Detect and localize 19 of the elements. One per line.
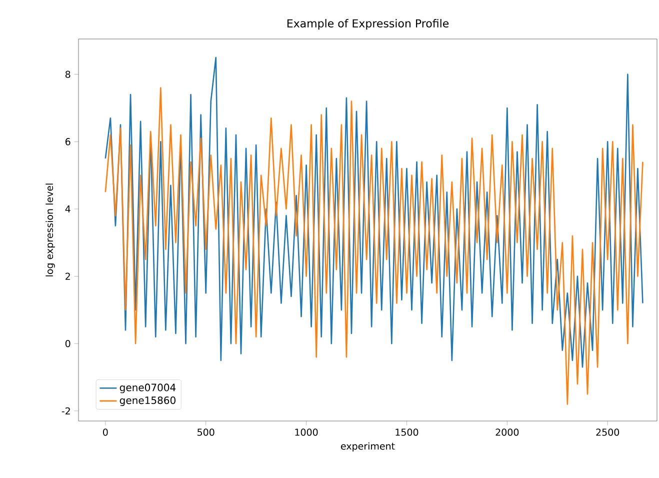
x-tick-label: 0	[103, 428, 108, 436]
x-tick-label: 2500	[596, 428, 620, 436]
x-tick-label: 1000	[295, 428, 318, 436]
x-tick-label: 2000	[496, 428, 519, 436]
y-tick-label: 4	[65, 206, 70, 212]
y-tick-label: 6	[65, 138, 70, 146]
chart-title: Example of Expression Profile	[287, 19, 449, 30]
x-tick-label: 500	[198, 428, 214, 436]
x-axis-title: experiment	[341, 442, 395, 452]
x-tick-label: 1500	[396, 428, 418, 436]
y-axis-title: log expression level	[46, 184, 55, 276]
y-tick-label: 8	[65, 70, 70, 78]
legend-label: gene07004	[120, 384, 176, 394]
line-series	[104, 56, 644, 368]
legend-label: gene15860	[120, 396, 176, 406]
line-series	[104, 87, 644, 405]
y-tick-label: 0	[65, 340, 70, 348]
y-tick-label: -2	[62, 407, 70, 414]
y-tick-label: 2	[66, 272, 70, 280]
